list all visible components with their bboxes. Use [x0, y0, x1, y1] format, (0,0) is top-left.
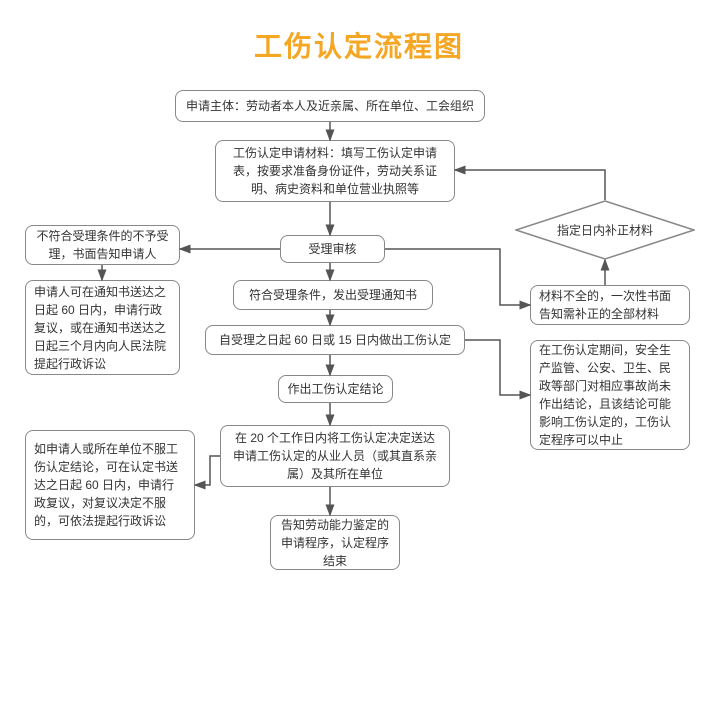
node-applicant: 申请主体：劳动者本人及近亲属、所在单位、工会组织 — [175, 90, 485, 122]
node-review: 受理审核 — [280, 235, 385, 263]
node-conclusion: 作出工伤认定结论 — [278, 375, 393, 403]
node-end: 告知劳动能力鉴定的申请程序，认定程序结束 — [270, 515, 400, 570]
node-incomplete: 材料不全的，一次性书面告知需补正的全部材料 — [530, 285, 690, 325]
node-appeal-conclusion: 如申请人或所在单位不服工伤认定结论，可在认定书送达之日起 60 日内，申请行政复… — [25, 430, 195, 540]
flowchart-title: 工伤认定流程图 — [254, 25, 464, 65]
node-supplement-decision: 指定日内补正材料 — [515, 200, 695, 260]
node-accept-notice: 符合受理条件，发出受理通知书 — [233, 280, 433, 310]
node-suspend: 在工伤认定期间，安全生产监管、公安、卫生、民政等部门对相应事故尚未作出结论，且该… — [530, 340, 690, 450]
node-materials: 工伤认定申请材料：填写工伤认定申请表，按要求准备身份证件，劳动关系证明、病史资料… — [215, 140, 455, 202]
node-reject: 不符合受理条件的不予受理，书面告知申请人 — [25, 225, 180, 265]
node-deliver: 在 20 个工作日内将工伤认定决定送达申请工伤认定的从业人员（或其直系亲属）及其… — [220, 425, 450, 487]
node-deadline: 自受理之日起 60 日或 15 日内做出工伤认定 — [205, 325, 465, 355]
node-appeal-reject: 申请人可在通知书送达之日起 60 日内，申请行政复议，或在通知书送达之日起三个月… — [25, 280, 180, 375]
